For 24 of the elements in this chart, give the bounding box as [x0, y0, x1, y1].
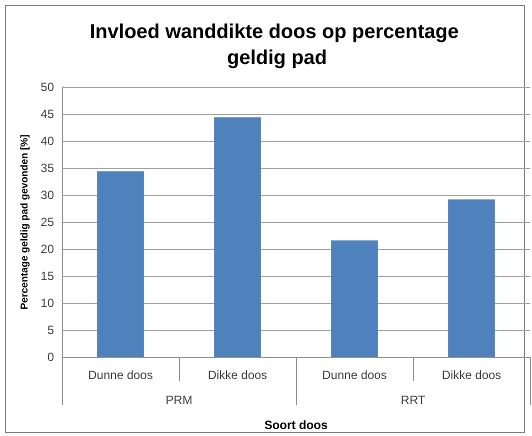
y-axis-title: Percentage geldig pad gevonden [%]: [19, 134, 30, 310]
y-tick-label: 45: [40, 107, 54, 121]
text: PRM: [166, 393, 192, 407]
y-tick-label: 50: [40, 80, 54, 94]
bar: [97, 171, 144, 357]
x-axis-title: Soort doos: [264, 418, 328, 432]
y-tick-label: 25: [40, 215, 54, 229]
chart-title: Invloed wanddikte doos op percentage geldig pad: [90, 21, 464, 69]
x-tick-label: Dikke doos: [208, 368, 268, 382]
x-tick-label: Dunne doos: [322, 368, 387, 382]
y-tick-label: 10: [40, 296, 54, 310]
y-tick-label: 40: [40, 134, 54, 148]
x-tick-label: Dikke doos: [442, 368, 502, 382]
y-tick-label: 20: [40, 242, 54, 256]
bar: [214, 117, 261, 357]
text: RRT: [400, 393, 426, 407]
y-tick-label: 5: [47, 323, 54, 337]
y-tick-label: 30: [40, 188, 54, 202]
y-tick-label: 15: [40, 269, 54, 283]
x-tick-label: Dunne doos: [88, 368, 153, 382]
y-tick-label: 0: [47, 350, 54, 364]
y-tick-label: 35: [40, 161, 54, 175]
bar: [448, 199, 495, 357]
bar: [331, 240, 378, 357]
